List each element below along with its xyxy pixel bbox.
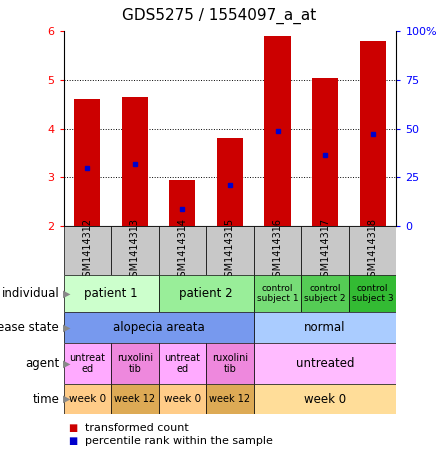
Text: week 0: week 0 bbox=[69, 394, 106, 404]
Bar bbox=[122, 97, 148, 226]
Text: ▶: ▶ bbox=[63, 289, 71, 299]
Text: transformed count: transformed count bbox=[85, 423, 189, 433]
Bar bbox=[206, 226, 254, 275]
Bar bbox=[217, 139, 243, 226]
Text: GDS5275 / 1554097_a_at: GDS5275 / 1554097_a_at bbox=[122, 8, 316, 24]
Bar bbox=[64, 226, 111, 275]
Bar bbox=[301, 226, 349, 275]
Bar bbox=[111, 343, 159, 384]
Text: ■: ■ bbox=[68, 436, 77, 447]
Text: alopecia areata: alopecia areata bbox=[113, 321, 205, 334]
Bar bbox=[349, 226, 396, 275]
Text: control
subject 3: control subject 3 bbox=[352, 284, 393, 303]
Text: untreat
ed: untreat ed bbox=[164, 352, 201, 374]
Text: ruxolini
tib: ruxolini tib bbox=[212, 352, 248, 374]
Bar bbox=[111, 226, 159, 275]
Text: ▶: ▶ bbox=[63, 358, 71, 368]
Bar bbox=[360, 41, 386, 226]
Bar bbox=[170, 180, 195, 226]
Text: GSM1414317: GSM1414317 bbox=[320, 218, 330, 283]
Bar bbox=[349, 275, 396, 312]
Text: GSM1414312: GSM1414312 bbox=[82, 218, 92, 283]
Text: week 0: week 0 bbox=[164, 394, 201, 404]
Bar bbox=[265, 36, 290, 226]
Bar bbox=[206, 343, 254, 384]
Text: time: time bbox=[32, 393, 59, 405]
Bar bbox=[312, 77, 338, 226]
Bar bbox=[111, 384, 159, 414]
Text: control
subject 2: control subject 2 bbox=[304, 284, 346, 303]
Text: control
subject 1: control subject 1 bbox=[257, 284, 298, 303]
Text: ▶: ▶ bbox=[63, 323, 71, 333]
Text: normal: normal bbox=[304, 321, 346, 334]
Text: week 0: week 0 bbox=[304, 393, 346, 405]
Bar bbox=[64, 312, 254, 343]
Text: week 12: week 12 bbox=[114, 394, 155, 404]
Text: agent: agent bbox=[25, 357, 59, 370]
Bar bbox=[64, 343, 111, 384]
Text: GSM1414313: GSM1414313 bbox=[130, 218, 140, 283]
Bar bbox=[64, 275, 159, 312]
Text: ▶: ▶ bbox=[63, 394, 71, 404]
Bar bbox=[159, 226, 206, 275]
Bar bbox=[301, 275, 349, 312]
Text: patient 2: patient 2 bbox=[179, 287, 233, 300]
Text: untreat
ed: untreat ed bbox=[69, 352, 105, 374]
Bar bbox=[254, 226, 301, 275]
Bar bbox=[254, 343, 396, 384]
Bar bbox=[64, 384, 111, 414]
Text: percentile rank within the sample: percentile rank within the sample bbox=[85, 436, 273, 447]
Text: ruxolini
tib: ruxolini tib bbox=[117, 352, 153, 374]
Text: disease state: disease state bbox=[0, 321, 59, 334]
Text: GSM1414314: GSM1414314 bbox=[177, 218, 187, 283]
Bar bbox=[159, 343, 206, 384]
Text: untreated: untreated bbox=[296, 357, 354, 370]
Bar bbox=[159, 384, 206, 414]
Bar bbox=[254, 275, 301, 312]
Text: patient 1: patient 1 bbox=[84, 287, 138, 300]
Text: ■: ■ bbox=[68, 423, 77, 433]
Text: GSM1414315: GSM1414315 bbox=[225, 218, 235, 283]
Bar bbox=[206, 384, 254, 414]
Bar bbox=[74, 100, 100, 226]
Text: GSM1414316: GSM1414316 bbox=[272, 218, 283, 283]
Text: GSM1414318: GSM1414318 bbox=[367, 218, 378, 283]
Text: week 12: week 12 bbox=[209, 394, 251, 404]
Text: individual: individual bbox=[1, 287, 59, 300]
Bar bbox=[254, 312, 396, 343]
Bar bbox=[159, 275, 254, 312]
Bar bbox=[254, 384, 396, 414]
